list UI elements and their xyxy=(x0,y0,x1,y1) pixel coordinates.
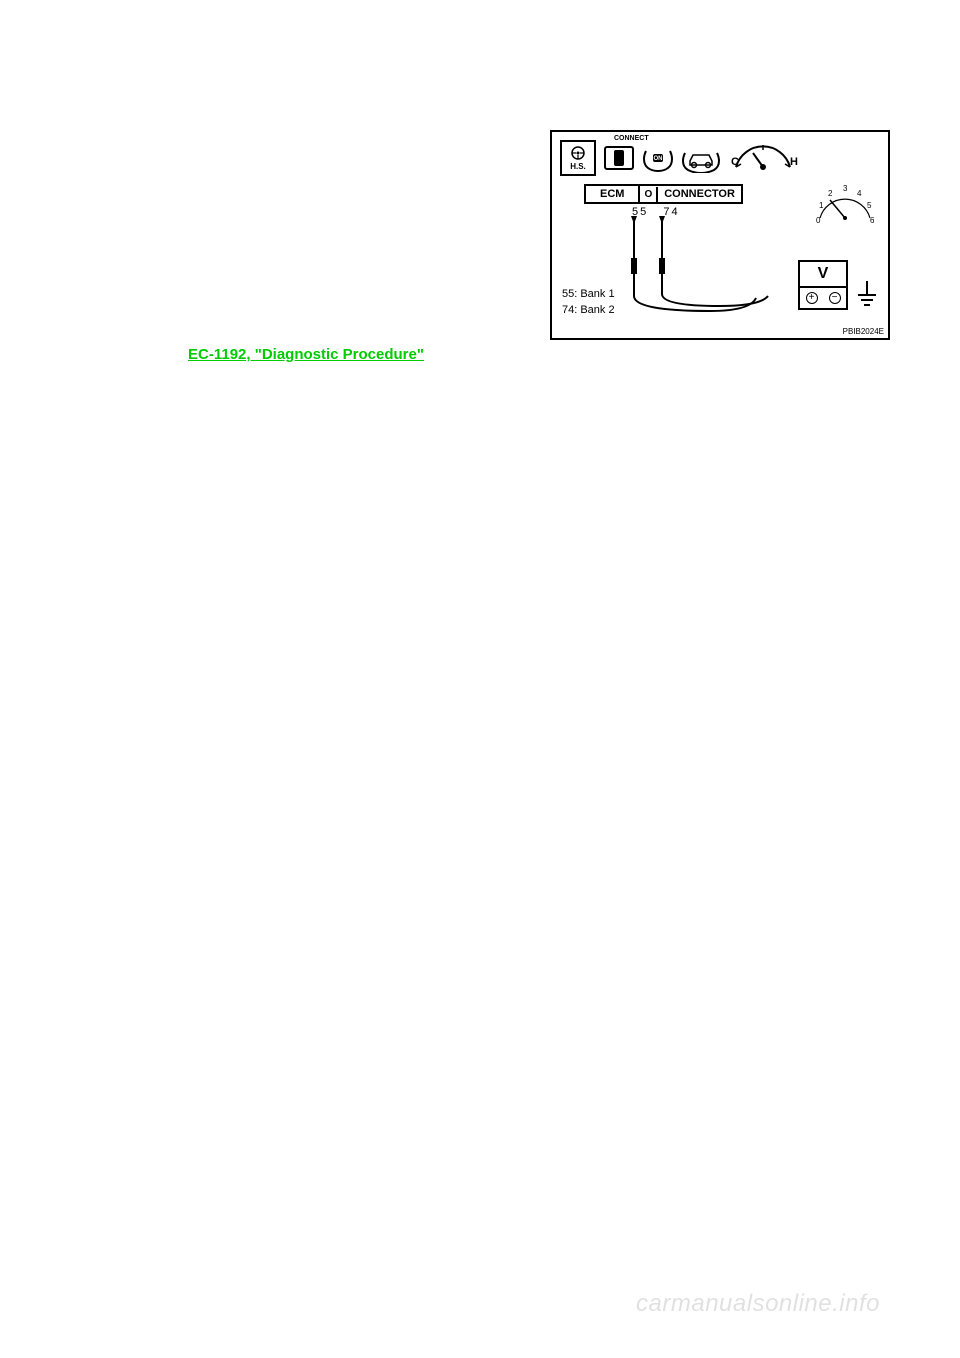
voltmeter-terminals: + − xyxy=(800,288,846,308)
svg-text:C: C xyxy=(731,156,739,168)
ecm-connector-block: ECM O CONNECTOR xyxy=(584,184,743,204)
connector-circle: O xyxy=(640,187,658,202)
ecm-label: ECM xyxy=(586,186,640,202)
svg-text:6: 6 xyxy=(870,216,875,225)
bank1-label: 55: Bank 1 xyxy=(562,287,615,302)
svg-text:1: 1 xyxy=(819,201,824,210)
diagram-id: PBIB2024E xyxy=(843,327,884,336)
diagnostic-procedure-link[interactable]: EC-1192, "Diagnostic Procedure" xyxy=(188,346,424,363)
bank2-label: 74: Bank 2 xyxy=(562,303,615,318)
terminal-plus: + xyxy=(806,292,818,304)
svg-text:3: 3 xyxy=(843,184,848,193)
ohm-gauge-icon: 0 1 2 3 4 5 6 xyxy=(810,178,880,228)
on-text: ON xyxy=(654,156,663,162)
svg-text:5: 5 xyxy=(867,201,872,210)
plug-inner xyxy=(614,150,624,166)
car-icon xyxy=(682,143,720,173)
svg-text:4: 4 xyxy=(857,189,862,198)
hs-label: H.S. xyxy=(570,162,586,171)
hs-icon-box: H.S. xyxy=(560,140,596,176)
temperature-gauge-icon: C H xyxy=(728,143,788,173)
svg-text:0: 0 xyxy=(816,216,821,225)
steering-wheel-icon xyxy=(571,146,585,162)
diagram-content: CONNECT H.S. ON xyxy=(552,132,888,338)
icon-row: H.S. ON xyxy=(560,140,880,176)
engine-on-icon: ON xyxy=(642,143,674,173)
page-container: CONNECT H.S. ON xyxy=(0,0,960,1358)
voltmeter-display: V xyxy=(800,262,846,288)
connect-label: CONNECT xyxy=(614,135,649,142)
svg-text:2: 2 xyxy=(828,189,833,198)
watermark: carmanualsonline.info xyxy=(636,1290,880,1318)
voltmeter-icon: V + − xyxy=(798,260,848,310)
connector-plug-icon xyxy=(604,146,634,170)
diagnostic-diagram: CONNECT H.S. ON xyxy=(550,130,890,340)
ground-symbol-icon xyxy=(856,281,878,316)
probe-wires-icon xyxy=(630,216,770,316)
terminal-minus: − xyxy=(829,292,841,304)
svg-text:H: H xyxy=(790,156,798,168)
bank-labels: 55: Bank 1 74: Bank 2 xyxy=(562,287,615,318)
connector-label: CONNECTOR xyxy=(658,186,741,202)
